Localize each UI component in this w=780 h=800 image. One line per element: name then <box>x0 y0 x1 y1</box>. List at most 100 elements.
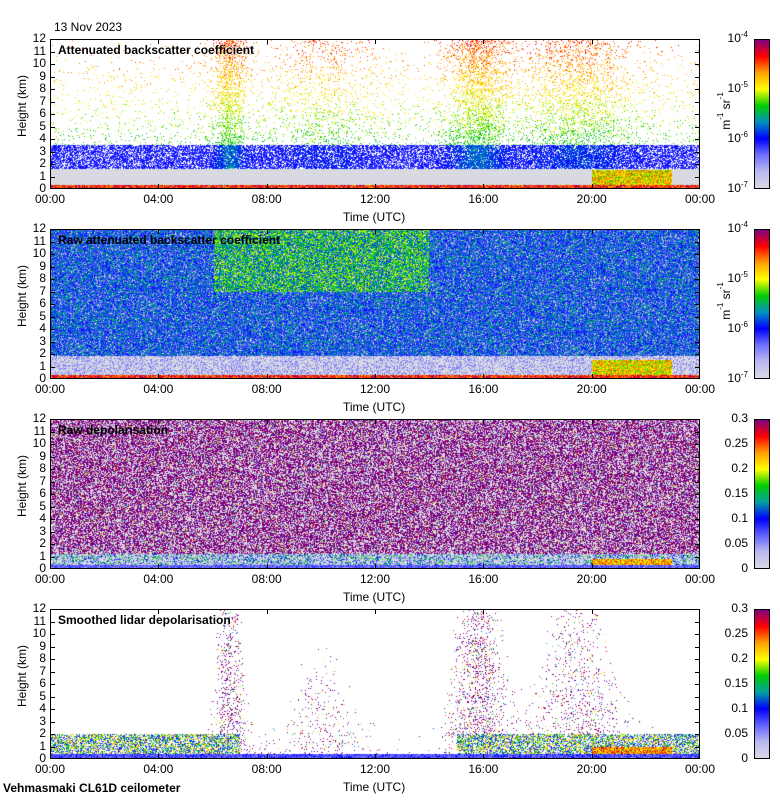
y-tick-mark <box>695 139 700 140</box>
y-tick-mark <box>695 709 700 710</box>
x-axis-label: Time (UTC) <box>343 780 406 794</box>
y-tick-label: 9 <box>39 448 46 463</box>
y-tick-mark <box>695 341 700 343</box>
x-tick-mark <box>375 754 376 759</box>
x-tick-label: 08:00 <box>251 192 282 206</box>
x-tick-mark <box>375 374 376 379</box>
colorbar-tick-label: 10-4 <box>727 220 748 235</box>
x-tick-label: 08:00 <box>251 572 282 586</box>
y-tick-mark <box>695 114 700 115</box>
plot-area: Attenuated backscatter coefficient <box>50 39 700 189</box>
y-axis-label: Height (km) <box>15 265 29 328</box>
y-tick-mark <box>50 506 55 508</box>
panel-2: Raw attenuated backscatter coefficient 0 1… <box>0 220 780 419</box>
x-tick-label: 00:00 <box>684 192 716 206</box>
y-tick-label: 4 <box>39 511 46 525</box>
y-tick-mark <box>50 634 55 635</box>
x-tick-label: 12:00 <box>359 382 391 396</box>
y-tick-mark <box>695 164 700 165</box>
x-tick-mark <box>158 609 160 614</box>
y-tick-label: 6 <box>39 296 46 310</box>
x-tick-label: 00:00 <box>34 382 66 396</box>
colorbar <box>754 419 770 569</box>
y-tick-mark <box>695 241 700 243</box>
y-tick-mark <box>50 621 55 623</box>
y-tick-mark <box>50 494 55 495</box>
y-tick-mark <box>695 126 700 128</box>
x-tick-mark <box>158 39 160 44</box>
x-tick-label: 20:00 <box>576 762 607 776</box>
y-tick-label: 4 <box>39 131 46 145</box>
x-tick-mark <box>483 374 485 379</box>
y-tick-mark <box>695 64 700 65</box>
y-tick-label: 10 <box>32 436 46 450</box>
panel-4: Smoothed lidar depolarisation 0 1 2 3 4 5 6 7 8 9 1… <box>0 602 780 799</box>
y-tick-mark <box>695 621 700 623</box>
panel-1: Attenuated backscatter coefficient 0 1 2 3 4 5… <box>0 30 780 229</box>
colorbar-unit: m-1 sr-1 <box>716 282 733 320</box>
y-tick-mark <box>695 366 700 368</box>
panel-title: Raw depolarisation <box>58 423 169 437</box>
x-tick-label: 04:00 <box>143 762 174 776</box>
colorbar-tick-label: 0 <box>741 751 748 765</box>
x-tick-mark <box>266 39 268 44</box>
x-tick-label: 00:00 <box>684 762 716 776</box>
x-tick-mark <box>591 609 593 614</box>
y-tick-label: 7 <box>39 283 46 298</box>
heatmap-canvas <box>51 230 699 378</box>
x-tick-mark <box>266 374 268 379</box>
heatmap-canvas <box>51 610 699 758</box>
x-tick-label: 20:00 <box>576 192 607 206</box>
heatmap-canvas <box>51 40 699 188</box>
y-tick-mark <box>695 431 700 433</box>
x-tick-mark <box>158 229 160 234</box>
y-tick-mark <box>695 684 700 685</box>
colorbar-tick-label: 0.2 <box>731 651 748 665</box>
y-tick-mark <box>50 126 55 128</box>
y-tick-mark <box>695 51 700 53</box>
x-tick-label: 00:00 <box>34 572 66 586</box>
y-tick-label: 9 <box>39 638 46 653</box>
x-tick-mark <box>158 374 160 379</box>
y-tick-mark <box>50 531 55 533</box>
y-tick-mark <box>50 746 55 748</box>
y-axis-label: Height (km) <box>15 645 29 708</box>
y-tick-mark <box>50 151 55 153</box>
x-tick-label: 04:00 <box>143 382 174 396</box>
panel-title: Attenuated backscatter coefficient <box>58 43 255 57</box>
y-tick-label: 9 <box>39 258 46 273</box>
y-tick-mark <box>50 114 55 115</box>
y-tick-label: 5 <box>39 118 46 133</box>
x-tick-mark <box>266 229 268 234</box>
x-tick-label: 08:00 <box>251 382 282 396</box>
y-tick-label: 2 <box>39 536 46 550</box>
y-tick-mark <box>50 709 55 710</box>
y-tick-mark <box>695 444 700 445</box>
y-tick-mark <box>695 721 700 723</box>
x-tick-mark <box>591 39 593 44</box>
y-tick-mark <box>50 366 55 368</box>
y-tick-mark <box>50 684 55 685</box>
colorbar-tick-label: 10-6 <box>727 130 748 145</box>
y-tick-label: 8 <box>39 651 46 665</box>
x-tick-mark <box>483 184 485 189</box>
y-tick-mark <box>695 266 700 268</box>
y-tick-mark <box>695 506 700 508</box>
colorbar-tick-label: 0.25 <box>724 626 748 640</box>
instrument-label: Vehmasmaki CL61D ceilometer <box>3 781 181 795</box>
y-tick-mark <box>695 671 700 673</box>
x-tick-mark <box>375 39 376 44</box>
y-tick-mark <box>695 76 700 78</box>
y-tick-mark <box>695 316 700 318</box>
y-tick-label: 3 <box>39 713 46 728</box>
y-tick-label: 4 <box>39 321 46 335</box>
x-tick-mark <box>591 419 593 424</box>
y-tick-mark <box>695 746 700 748</box>
x-tick-label: 12:00 <box>359 192 391 206</box>
x-tick-label: 00:00 <box>34 192 66 206</box>
colorbar <box>754 609 770 759</box>
y-tick-mark <box>695 696 700 698</box>
x-axis-label: Time (UTC) <box>343 400 406 414</box>
y-tick-mark <box>50 734 55 735</box>
colorbar-tick-label: 0.05 <box>724 536 748 550</box>
